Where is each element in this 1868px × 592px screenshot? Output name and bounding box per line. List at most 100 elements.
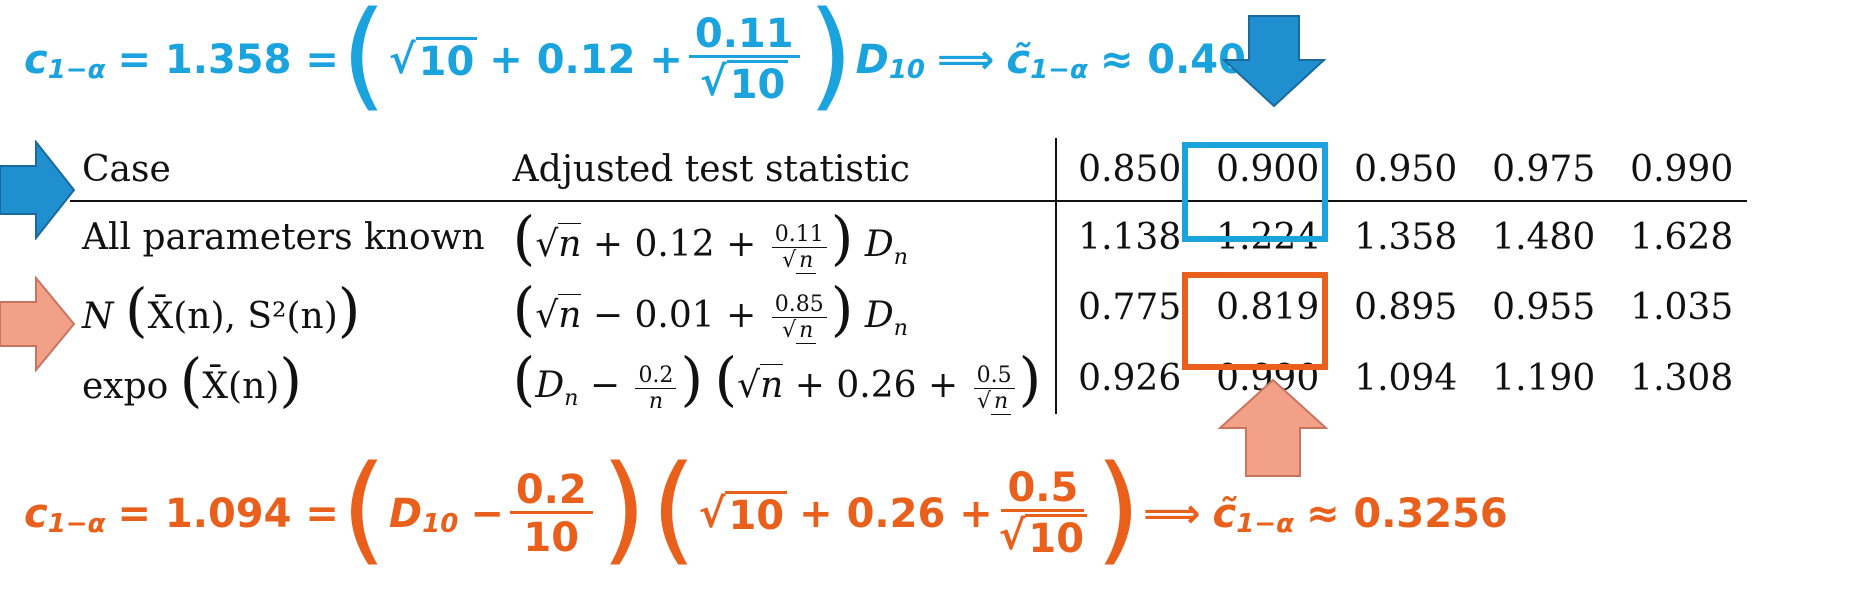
case-body: X̄(n), S²(n) bbox=[147, 295, 338, 337]
table-header-row: Case Adjusted test statistic 0.850 0.900… bbox=[70, 138, 1748, 202]
header-level: 0.900 bbox=[1195, 138, 1334, 202]
eq-blue-d: D bbox=[855, 37, 889, 83]
orange-equation: c 1−α = 1.094 = ( D 10 − 0.2 10 ) ( √ 10 + … bbox=[24, 439, 1508, 577]
stat-mid: − 0.01 + bbox=[592, 294, 757, 336]
blue-equation: c 1−α = 1.358 = ( √ 10 + 0.12 + 0.11 √ 10 )… bbox=[24, 0, 1302, 114]
blue-right-arrow-icon bbox=[0, 140, 76, 240]
eq-blue-ctilde: c̃ bbox=[1006, 37, 1031, 83]
eq-blue-lhs: c bbox=[24, 37, 48, 83]
salmon-up-arrow-icon bbox=[1218, 378, 1328, 477]
table-cell: 1.094 bbox=[1354, 357, 1458, 399]
eq-orange-lhs: c bbox=[24, 491, 48, 537]
stat-d-sub: n bbox=[893, 315, 908, 341]
eq-orange-fraction-1: 0.2 10 bbox=[509, 469, 593, 561]
stat-n: n bbox=[558, 293, 582, 336]
row-case: N (X̄(n), S²(n)) bbox=[82, 275, 361, 344]
table-row: expo (X̄(n)) (Dn − 0.2 n) (√n + 0.26 + 0.… bbox=[70, 343, 1747, 415]
row-case: expo (X̄(n)) bbox=[82, 346, 302, 415]
row-case: All parameters known bbox=[82, 216, 485, 258]
row-statistic: (√n + 0.12 + 0.11 √ n) Dn bbox=[498, 201, 1058, 274]
header-level: 0.990 bbox=[1609, 138, 1748, 202]
table-cell: 1.480 bbox=[1492, 216, 1596, 258]
header-level: 0.850 bbox=[1056, 138, 1196, 202]
eq-blue-d-sub: 10 bbox=[888, 55, 925, 85]
table-row: All parameters known (√n + 0.12 + 0.11 √ n… bbox=[70, 201, 1747, 274]
eq-orange-fraction-2: 0.5 √ 10 bbox=[999, 467, 1088, 561]
table-cell: 0.955 bbox=[1492, 287, 1596, 329]
table-cell: 0.895 bbox=[1354, 287, 1458, 329]
eq-blue-lhs-sub: 1−α bbox=[47, 55, 106, 85]
eq-blue-implies: ⟹ bbox=[937, 37, 995, 83]
eq-blue-plus: + 0.12 + bbox=[489, 37, 683, 83]
eq-blue-open-paren: ( bbox=[340, 0, 387, 123]
header-case: Case bbox=[70, 138, 499, 202]
eq-orange-open-paren: ( bbox=[340, 439, 387, 577]
table-cell: 1.308 bbox=[1630, 357, 1734, 399]
eq-orange-implies: ⟹ bbox=[1143, 491, 1201, 537]
eq-orange-close-paren-1: ) bbox=[600, 439, 647, 577]
stat-frac-den: n bbox=[796, 247, 817, 274]
eq-orange-ctilde: c̃ bbox=[1212, 491, 1237, 537]
eq-blue-value: = 1.358 = bbox=[117, 37, 339, 83]
stat-frac-den: n bbox=[796, 318, 817, 344]
eq-orange-frac1-num: 0.2 bbox=[509, 469, 593, 514]
table-cell: 0.819 bbox=[1216, 287, 1320, 329]
blue-highlight-box bbox=[1182, 142, 1328, 242]
stat-d-sub: n bbox=[564, 386, 579, 412]
stat-mid: + 0.26 + bbox=[794, 365, 959, 406]
table-cell: 1.628 bbox=[1630, 216, 1734, 258]
eq-orange-open-paren-2: ( bbox=[650, 439, 697, 577]
eq-blue-close-paren: ) bbox=[807, 0, 854, 123]
case-prefix: expo bbox=[82, 366, 169, 408]
stat-n: n bbox=[558, 223, 582, 265]
stat-frac-num: 0.85 bbox=[771, 292, 827, 318]
row-statistic: (Dn − 0.2 n) (√n + 0.26 + 0.5 √ n) bbox=[498, 343, 1058, 415]
eq-orange-frac2-num: 0.5 bbox=[1001, 467, 1085, 512]
table-cell: 0.775 bbox=[1078, 287, 1182, 329]
eq-blue-sqrt: √ 10 bbox=[389, 36, 478, 84]
eq-orange-d-sub: 10 bbox=[422, 509, 459, 539]
stat-minus: − bbox=[589, 365, 620, 406]
case-body: X̄(n) bbox=[202, 366, 280, 408]
eq-orange-result: ≈ 0.3256 bbox=[1305, 491, 1508, 537]
eq-orange-sqrt: √ 10 bbox=[699, 490, 788, 538]
eq-orange-value: = 1.094 = bbox=[117, 491, 339, 537]
eq-blue-fraction: 0.11 √ 10 bbox=[688, 13, 800, 107]
header-level: 0.950 bbox=[1333, 138, 1472, 202]
eq-orange-frac2-den: 10 bbox=[1025, 514, 1088, 561]
stat-d: D bbox=[864, 224, 894, 265]
stat-frac-den: n bbox=[991, 388, 1012, 415]
eq-orange-plus: + 0.26 + bbox=[799, 491, 993, 537]
stat-d-sub: n bbox=[893, 245, 908, 271]
table-cell: 1.035 bbox=[1630, 287, 1734, 329]
stat-mid: + 0.12 + bbox=[592, 224, 757, 265]
salmon-right-arrow-icon bbox=[0, 276, 76, 372]
eq-blue-frac-den: 10 bbox=[726, 60, 789, 107]
eq-blue-frac-num: 0.11 bbox=[688, 13, 800, 58]
orange-highlight-box bbox=[1182, 272, 1328, 370]
row-statistic: (√n − 0.01 + 0.85 √ n) Dn bbox=[498, 272, 1058, 344]
eq-orange-d: D bbox=[388, 491, 423, 537]
table-cell: 0.926 bbox=[1078, 357, 1182, 399]
case-prefix: N bbox=[82, 295, 114, 337]
stat-d: D bbox=[535, 365, 565, 406]
header-level: 0.975 bbox=[1471, 138, 1610, 202]
eq-orange-close-paren-2: ) bbox=[1095, 439, 1142, 577]
table-cell: 1.358 bbox=[1354, 216, 1458, 258]
stat-frac-num: 0.11 bbox=[771, 222, 827, 248]
eq-orange-lhs-sub: 1−α bbox=[47, 509, 106, 539]
table-cell: 1.138 bbox=[1078, 216, 1182, 258]
eq-blue-ctilde-sub: 1−α bbox=[1030, 55, 1088, 85]
stat-n: n bbox=[760, 364, 784, 406]
stat-frac-num: 0.2 bbox=[635, 363, 677, 389]
blue-down-arrow-icon bbox=[1222, 15, 1326, 108]
header-statistic: Adjusted test statistic bbox=[498, 138, 1058, 202]
table-row: N (X̄(n), S²(n)) (√n − 0.01 + 0.85 √ n) Dn… bbox=[70, 272, 1747, 344]
eq-orange-sqrt-arg: 10 bbox=[725, 490, 788, 538]
stat-frac-den: n bbox=[648, 388, 664, 414]
eq-orange-frac1-den: 10 bbox=[523, 514, 580, 561]
stat-d: D bbox=[864, 294, 894, 336]
stat-frac-num: 0.5 bbox=[973, 363, 1015, 389]
critical-values-table: Case Adjusted test statistic 0.850 0.900… bbox=[70, 138, 1748, 415]
eq-blue-sqrt-arg: 10 bbox=[415, 36, 478, 84]
